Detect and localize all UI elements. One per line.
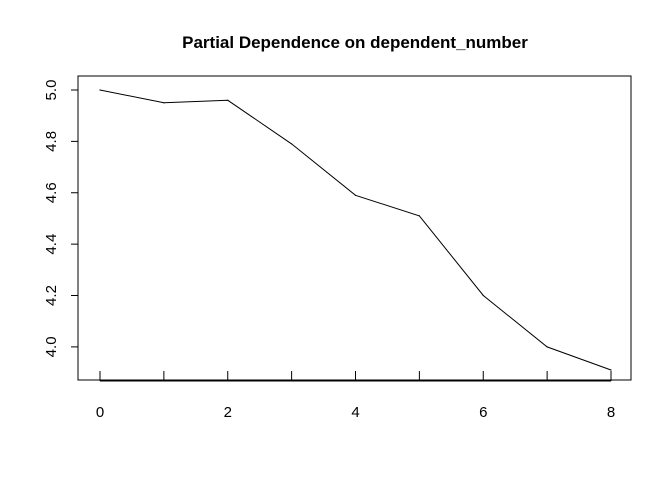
x-tick-label: 8 — [607, 404, 615, 421]
y-tick-label: 4.8 — [43, 131, 60, 152]
y-axis: 4.0 4.2 4.4 4.6 4.8 5.0 — [43, 80, 79, 357]
series-line — [99, 89, 612, 371]
x-axis: 0 2 4 6 8 — [96, 371, 615, 421]
y-tick-label: 4.4 — [43, 234, 60, 255]
data-point — [227, 99, 229, 101]
plot-area-frame — [77, 75, 632, 381]
data-point — [610, 369, 612, 371]
y-tick-label: 5.0 — [43, 80, 60, 101]
y-tick-label: 4.0 — [43, 336, 60, 357]
series-group — [99, 89, 612, 371]
data-point — [482, 294, 484, 297]
data-point — [99, 89, 101, 91]
x-tick-label: 2 — [224, 404, 232, 421]
x-tick-label: 4 — [351, 404, 359, 421]
data-point — [354, 194, 357, 196]
y-tick-label: 4.2 — [43, 285, 60, 306]
chart-title: Partial Dependence on dependent_number — [182, 33, 528, 52]
y-tick-label: 4.6 — [43, 182, 60, 203]
data-point — [163, 102, 165, 104]
x-tick-label: 6 — [479, 404, 487, 421]
data-point — [546, 346, 548, 348]
data-point — [418, 215, 420, 217]
x-tick-label: 0 — [96, 404, 104, 421]
data-point — [291, 143, 293, 145]
